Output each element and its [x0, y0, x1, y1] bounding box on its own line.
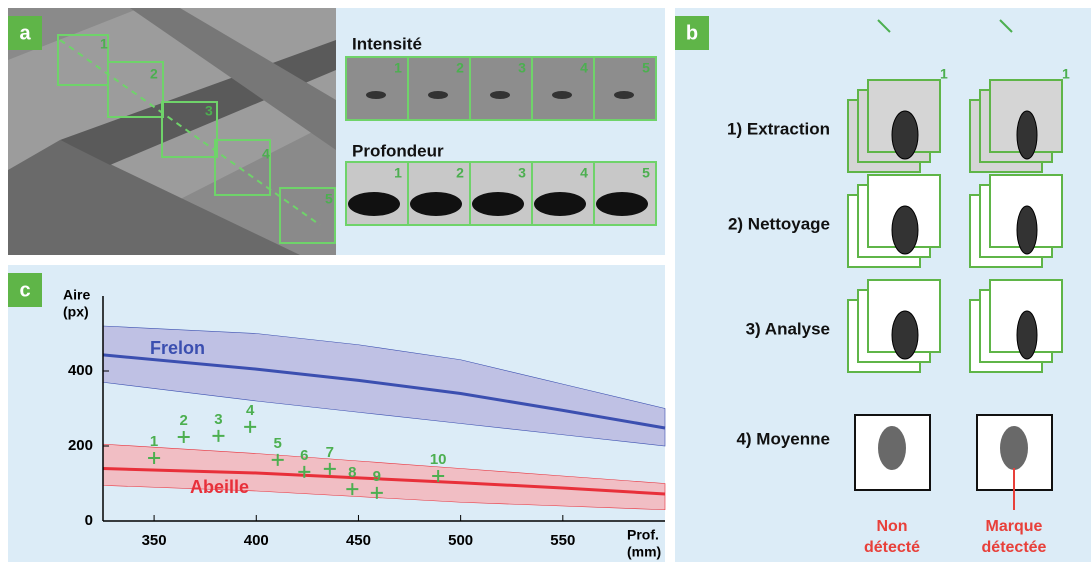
- thumb-number: 4: [580, 60, 588, 76]
- result: Non: [876, 518, 907, 535]
- point-label: 10: [430, 451, 447, 468]
- blob: [1017, 311, 1037, 359]
- series-name: Frelon: [150, 338, 205, 358]
- bee: [552, 91, 572, 99]
- thumb-number: 3: [518, 60, 526, 76]
- x-tick-label: 450: [346, 532, 371, 549]
- intensity-title: Intensité: [352, 34, 422, 53]
- point-label: 2: [180, 412, 188, 429]
- thumb-number: 1: [394, 165, 402, 181]
- blob: [348, 192, 400, 216]
- point-label: 4: [246, 402, 255, 419]
- result: détecté: [864, 539, 920, 556]
- bee: [366, 91, 386, 99]
- panel-label: b: [686, 22, 698, 44]
- thumb-number: 2: [456, 60, 464, 76]
- stack-number: 1: [1062, 66, 1070, 82]
- box-number: 4: [262, 146, 270, 162]
- y-axis-label: (px): [63, 304, 89, 320]
- panel-label: a: [19, 22, 31, 44]
- mean-blob: [1000, 426, 1028, 470]
- point-label: 3: [214, 411, 222, 428]
- point-label: 5: [274, 435, 282, 452]
- blob: [410, 192, 462, 216]
- result: détectée: [982, 539, 1047, 556]
- blob: [472, 192, 524, 216]
- point-label: 9: [373, 468, 381, 485]
- thumb-number: 1: [394, 60, 402, 76]
- panel-label: c: [19, 279, 30, 301]
- blob: [596, 192, 648, 216]
- x-axis-label: (mm): [627, 544, 661, 560]
- box-number: 3: [205, 103, 213, 119]
- box-number: 5: [325, 191, 333, 207]
- blob: [892, 311, 918, 359]
- point-label: 1: [150, 433, 158, 450]
- x-tick-label: 400: [244, 532, 269, 549]
- y-axis-label: Aire: [63, 287, 90, 303]
- bee: [428, 91, 448, 99]
- x-axis-label: Prof.: [627, 527, 659, 543]
- series-name: Abeille: [190, 477, 249, 497]
- step-label: 2) Nettoyage: [728, 214, 830, 233]
- point-label: 7: [326, 444, 334, 461]
- thumb-number: 5: [642, 165, 650, 181]
- y-tick-label: 400: [68, 362, 93, 379]
- mean-blob: [878, 426, 906, 470]
- step-label: 4) Moyenne: [736, 429, 830, 448]
- box-number: 1: [100, 36, 108, 52]
- bee: [614, 91, 634, 99]
- thumb-number: 2: [456, 165, 464, 181]
- stack-number: 1: [940, 66, 948, 82]
- figure: Intensité Profondeur a b c 1 2 3 4 5 1 2 3 4 5 1 2 3 4 5 1…: [0, 0, 1091, 562]
- step-label: 3) Analyse: [746, 319, 830, 338]
- x-tick-label: 550: [550, 532, 575, 549]
- box-number: 2: [150, 66, 158, 82]
- point-label: 6: [300, 447, 308, 464]
- y-tick-label: 0: [85, 512, 93, 529]
- thumb-number: 3: [518, 165, 526, 181]
- point-label: 8: [348, 464, 356, 481]
- y-tick-label: 200: [68, 437, 93, 454]
- result: Marque: [986, 518, 1043, 535]
- x-tick-label: 350: [142, 532, 167, 549]
- depth-title: Profondeur: [352, 141, 444, 160]
- thumb-number: 5: [642, 60, 650, 76]
- blob: [1017, 206, 1037, 254]
- thumb-number: 4: [580, 165, 588, 181]
- blob: [892, 111, 918, 159]
- x-tick-label: 500: [448, 532, 473, 549]
- step-label: 1) Extraction: [727, 119, 830, 138]
- blob: [1017, 111, 1037, 159]
- blob: [892, 206, 918, 254]
- bee: [490, 91, 510, 99]
- blob: [534, 192, 586, 216]
